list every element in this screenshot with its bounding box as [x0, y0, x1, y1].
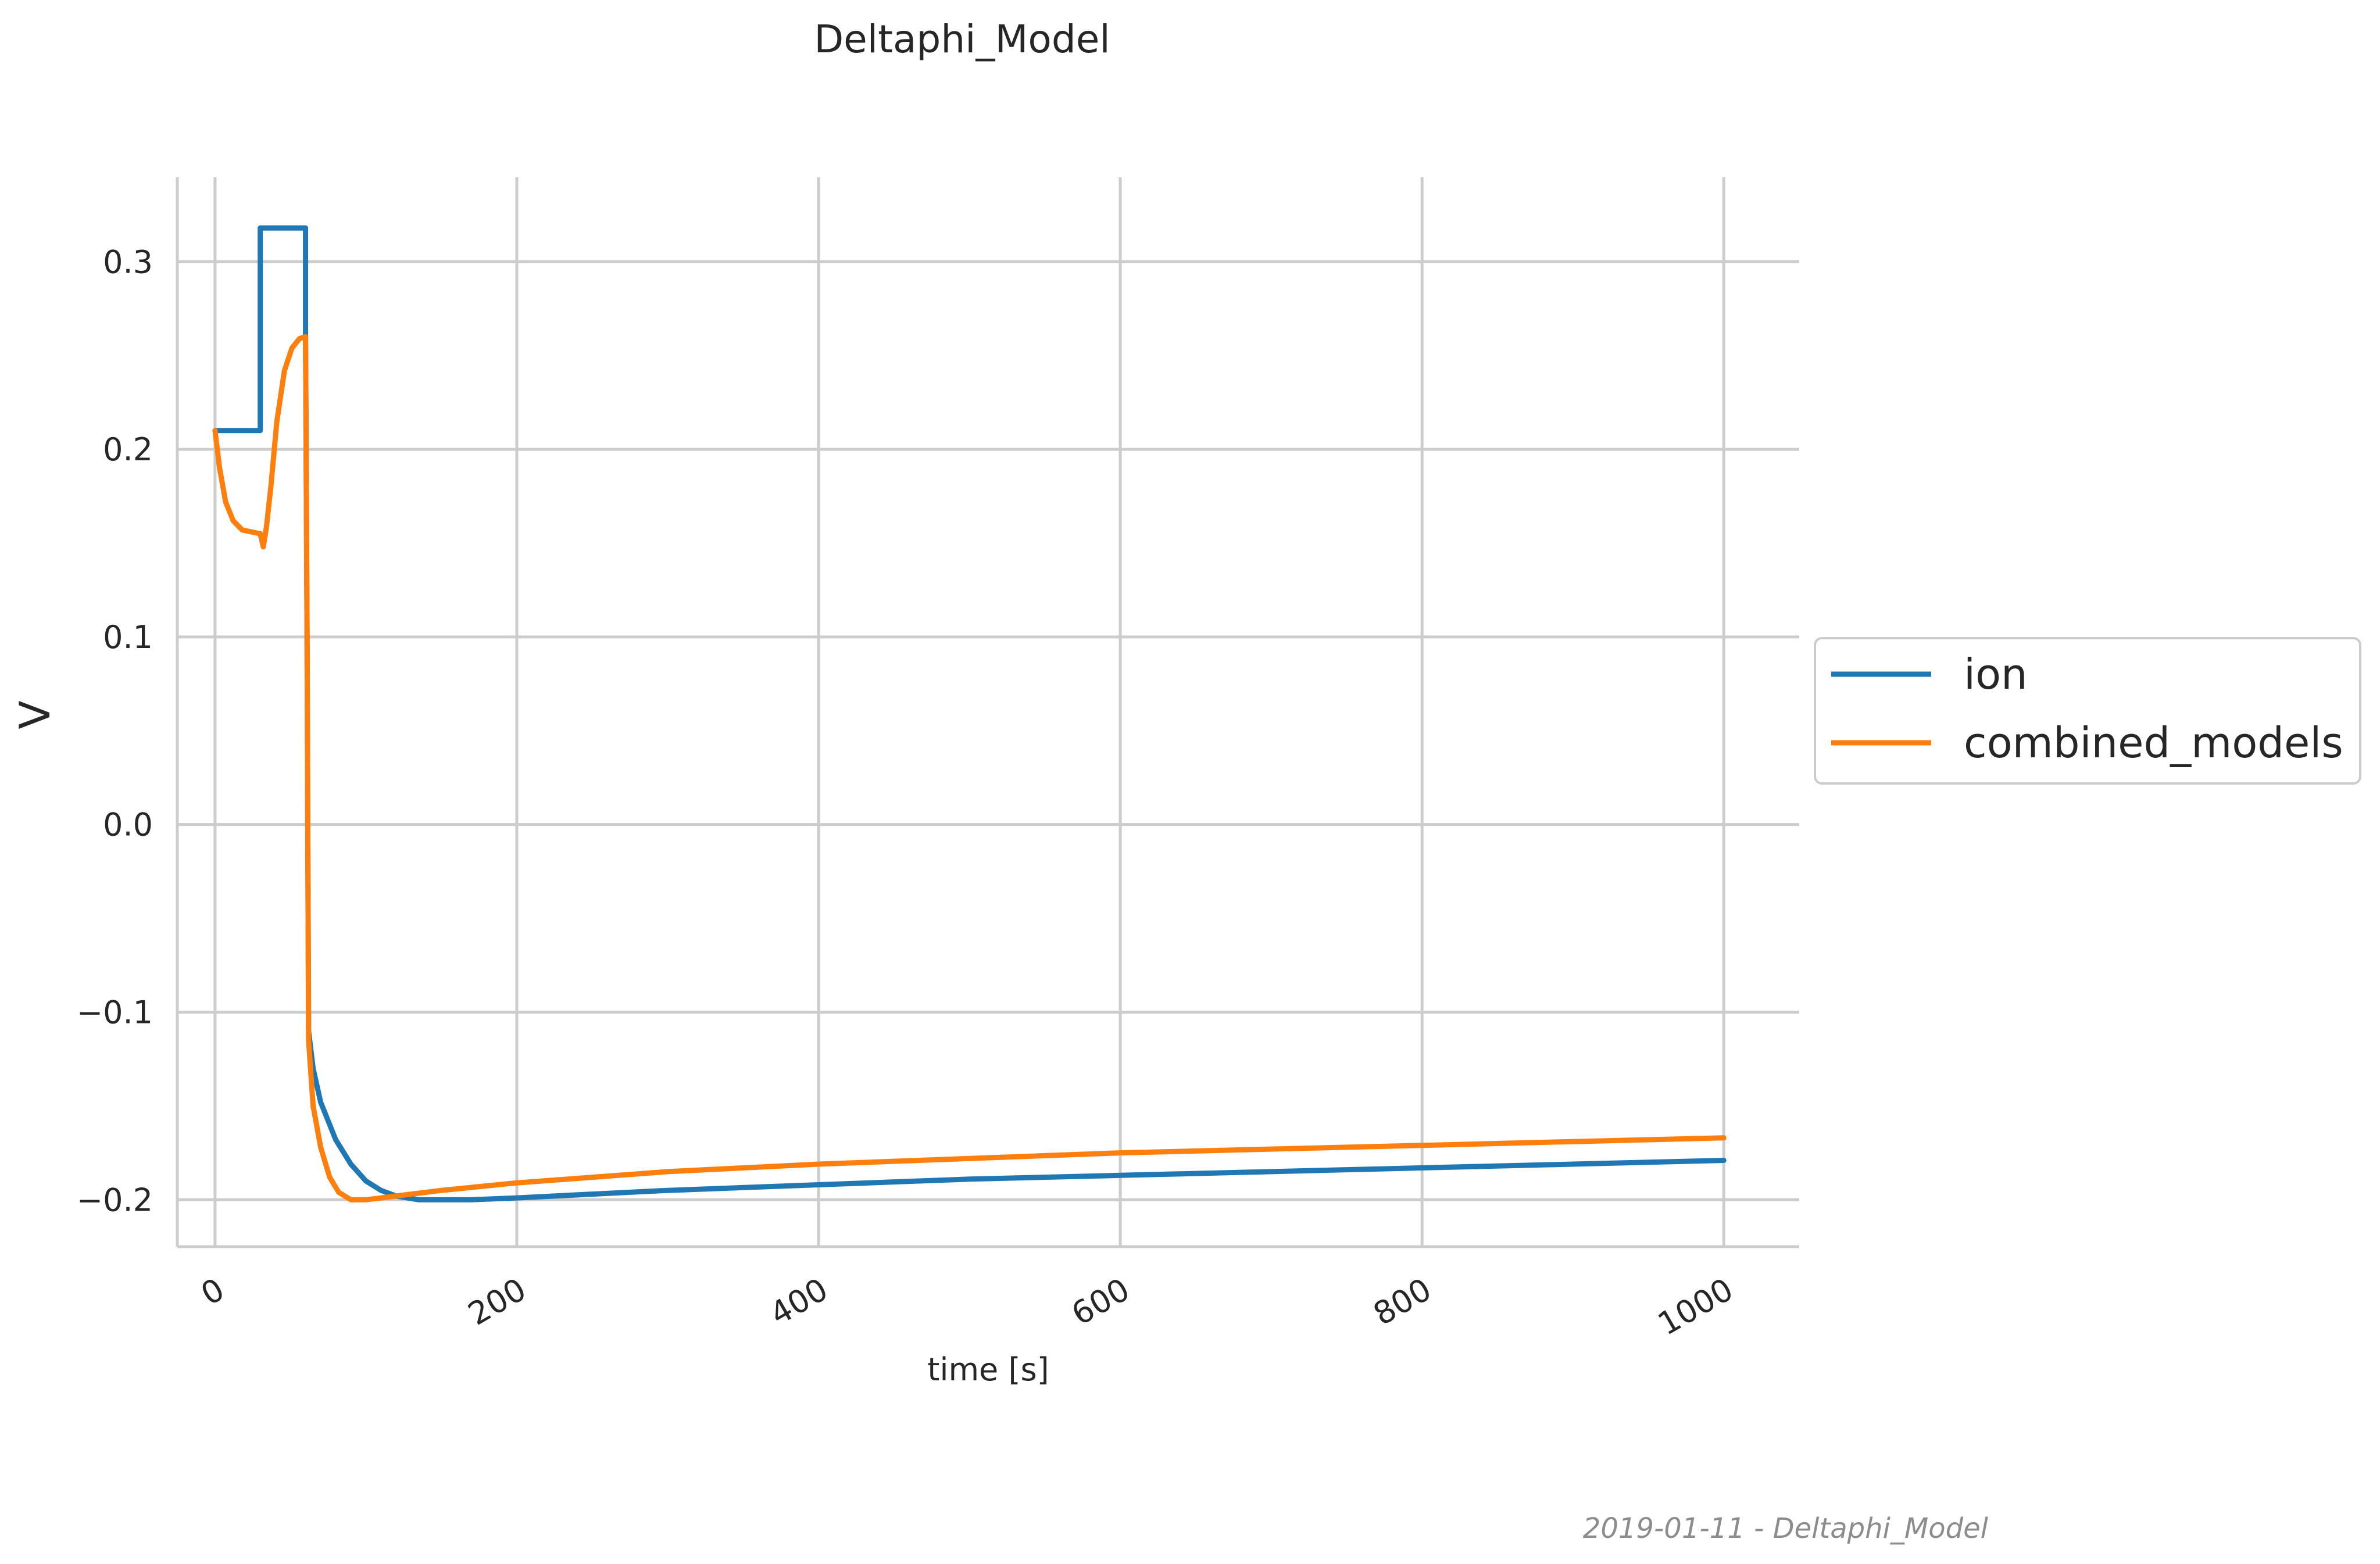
y-tick-labels: 0.3 0.2 0.1 0.0 −0.1 −0.2: [77, 244, 153, 1218]
series-line-combined-models: [212, 334, 1727, 1202]
series-layer: [212, 225, 1727, 1202]
y-tick-label-5: −0.2: [77, 1182, 153, 1218]
x-gridlines: [213, 177, 1725, 1247]
footer-caption: 2019-01-11 - Deltaphi_Model: [1583, 1512, 1989, 1545]
legend-box: [1814, 637, 2361, 785]
y-axis-label: V: [10, 700, 59, 729]
y-gridlines: [177, 260, 1799, 1201]
chart-title: Deltaphi_Model: [814, 17, 1110, 62]
y-tick-label-2: 0.1: [103, 619, 153, 656]
legend: ion combined_models: [1814, 637, 2361, 785]
legend-label-ion: ion: [1964, 650, 2028, 699]
y-tick-label-3: 0.0: [103, 807, 153, 843]
y-tick-label-4: −0.1: [77, 994, 153, 1030]
y-tick-label-1: 0.2: [103, 431, 153, 468]
y-tick-label-0: 0.3: [103, 244, 153, 280]
x-axis-label: time [s]: [927, 1351, 1049, 1388]
legend-label-combined-models: combined_models: [1964, 718, 2343, 767]
